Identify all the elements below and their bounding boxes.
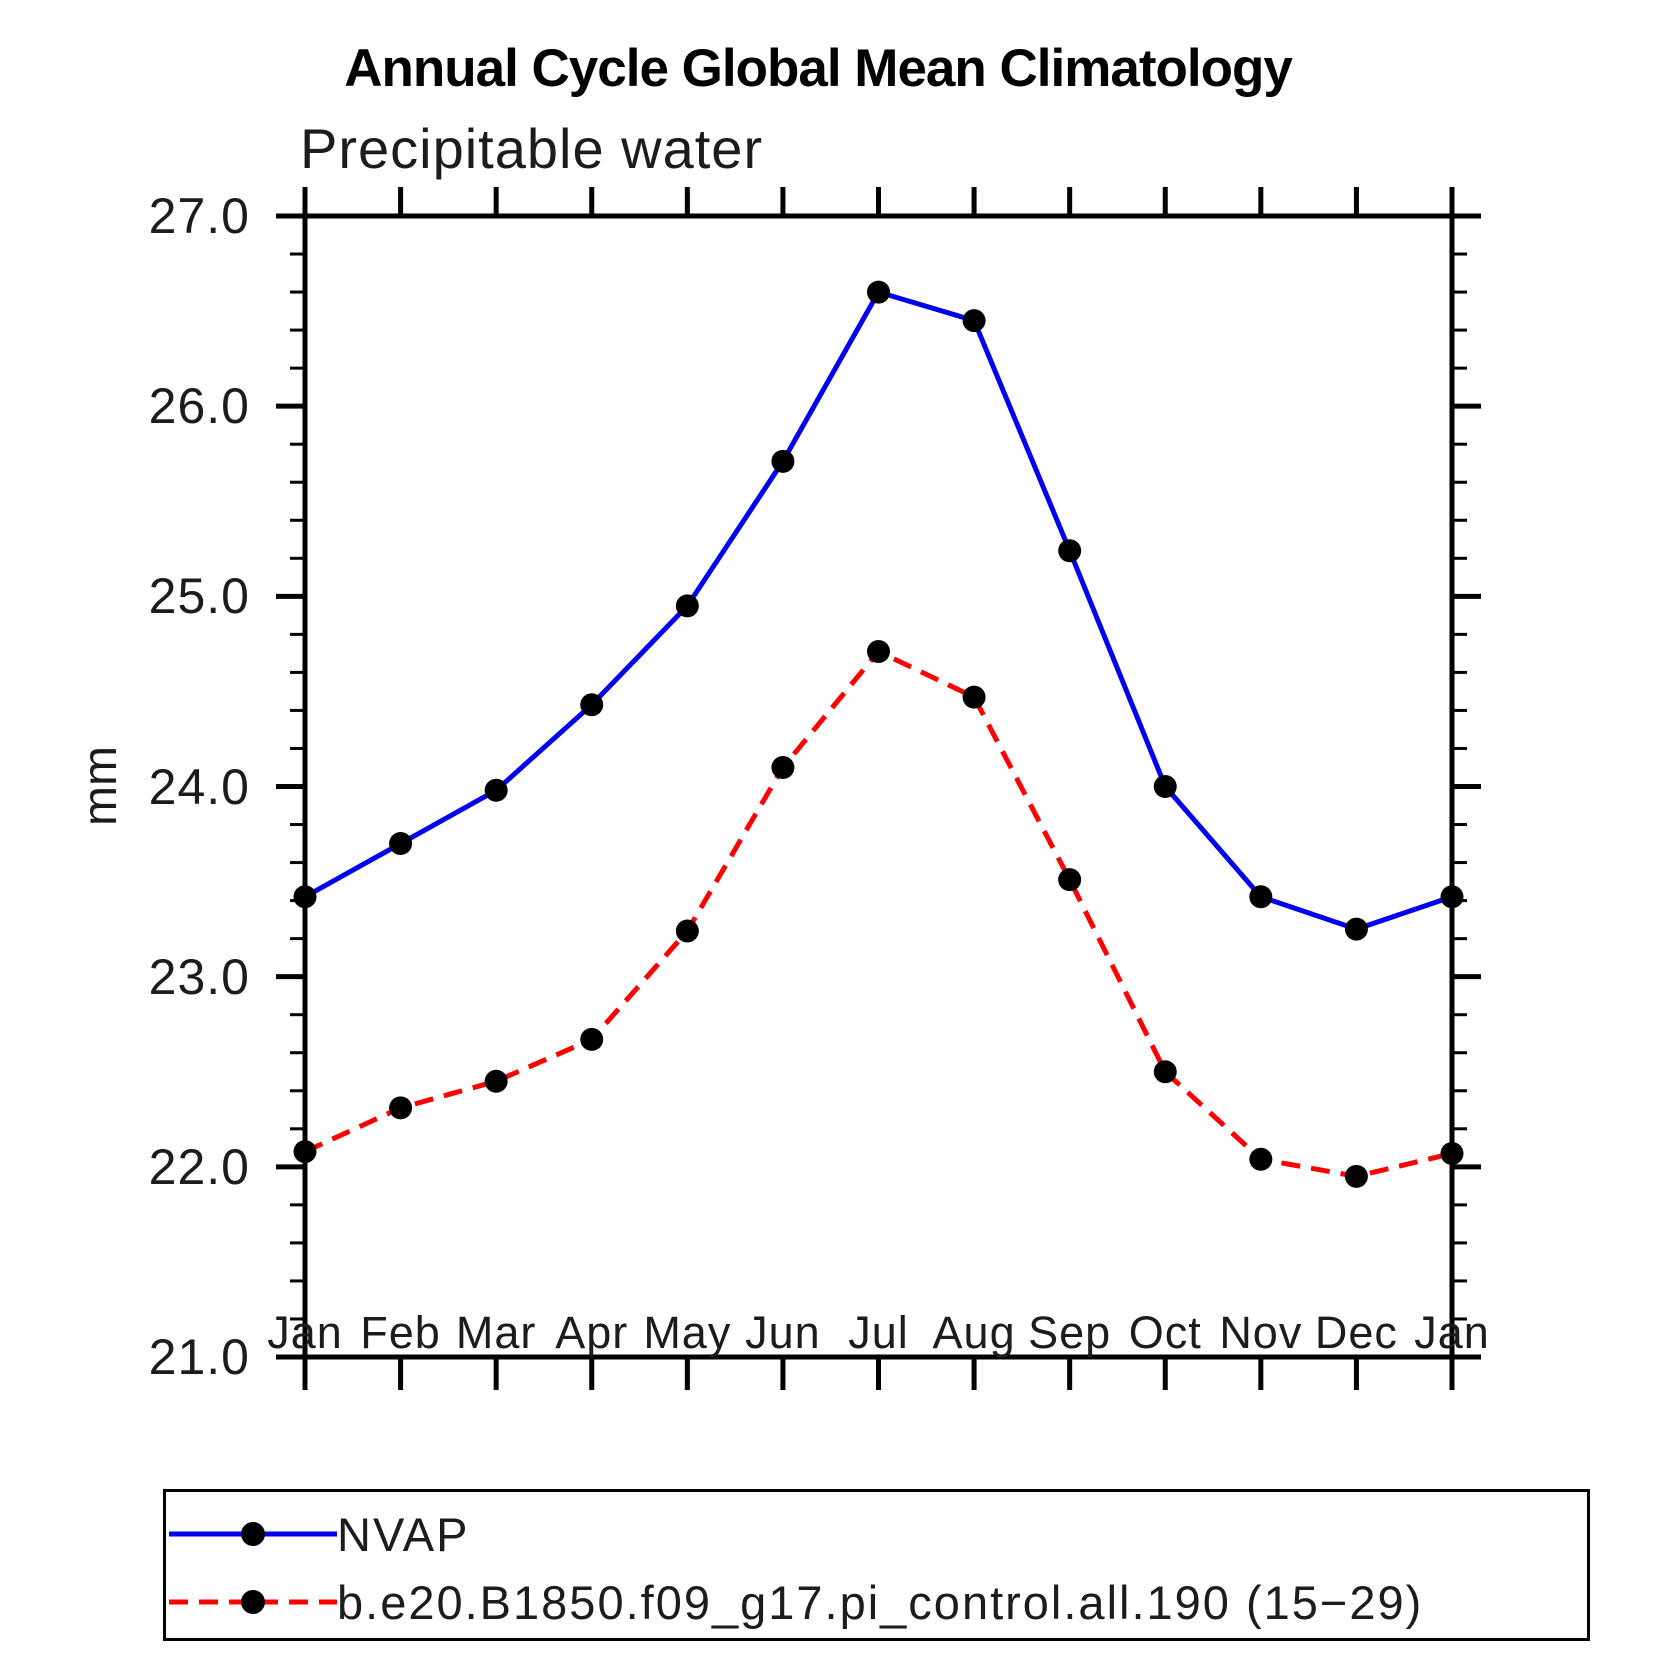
y-tick-label: 26.0: [148, 378, 250, 435]
y-tick-label: 24.0: [148, 758, 250, 815]
data-point-marker: [771, 449, 795, 473]
data-point-marker: [580, 693, 604, 717]
legend-marker: [241, 1590, 265, 1614]
series-line-model: [303, 648, 1453, 1179]
chart-subtitle: Precipitable water: [300, 117, 764, 180]
x-tick-label: Jan: [1414, 1307, 1490, 1358]
legend-label-nvap: NVAP: [337, 1507, 470, 1561]
data-point-marker: [1153, 775, 1177, 798]
x-tick-label: Feb: [360, 1307, 441, 1358]
x-tick-label: Apr: [555, 1307, 629, 1358]
y-tick-label: 27.0: [148, 188, 250, 244]
y-tick-label: 25.0: [148, 568, 250, 625]
data-point-marker: [675, 919, 699, 943]
legend-swatch-nvap-line-icon: [169, 1522, 337, 1546]
data-point-marker: [484, 1069, 508, 1093]
legend-marker: [241, 1522, 265, 1546]
y-tick-label: 21.0: [148, 1329, 250, 1385]
data-point-marker: [1344, 1164, 1368, 1188]
legend-box: NVAP b.e20.B1850.f09_g17.pi_control.all.…: [163, 1489, 1590, 1641]
legend-item-model: b.e20.B1850.f09_g17.pi_control.all.190 (…: [169, 1575, 1424, 1629]
data-point-marker: [293, 885, 317, 909]
data-point-marker: [1249, 885, 1273, 909]
y-tick-label: 23.0: [148, 948, 250, 1005]
data-point-marker: [1153, 1060, 1177, 1084]
x-tick-label: Jul: [848, 1307, 909, 1358]
x-tick-label: Aug: [932, 1307, 1016, 1358]
data-point-marker: [1440, 885, 1464, 909]
data-point-marker: [962, 685, 986, 709]
data-point-marker: [1058, 868, 1082, 892]
data-point-marker: [1058, 539, 1082, 563]
x-tick-label: Jan: [267, 1307, 343, 1358]
data-point-marker: [962, 309, 986, 333]
data-point-marker: [1440, 1142, 1464, 1166]
data-point-marker: [867, 280, 890, 304]
x-tick-label: Oct: [1128, 1307, 1202, 1358]
data-point-marker: [580, 1027, 604, 1051]
x-tick-label: May: [643, 1307, 732, 1358]
x-tick-label: Dec: [1314, 1307, 1398, 1358]
data-point-marker: [1249, 1147, 1273, 1171]
plot-frame: [302, 213, 1455, 1360]
chart-title: Annual Cycle Global Mean Climatology: [344, 39, 1293, 98]
data-point-marker: [484, 778, 508, 802]
series-line-nvap: [303, 289, 1453, 932]
data-point-marker: [389, 1096, 413, 1120]
y-tick-label: 22.0: [148, 1138, 250, 1195]
data-point-marker: [771, 755, 795, 779]
data-point-marker: [389, 832, 413, 856]
data-point-marker: [293, 1140, 317, 1164]
data-point-marker: [867, 639, 890, 663]
x-tick-label: Sep: [1028, 1307, 1112, 1358]
legend-label-model: b.e20.B1850.f09_g17.pi_control.all.190 (…: [337, 1575, 1424, 1629]
x-tick-label: Mar: [455, 1307, 537, 1358]
legend-swatch-model-line-icon: [169, 1590, 337, 1614]
data-point-marker: [1344, 917, 1368, 941]
data-point-marker: [675, 594, 699, 618]
legend-item-nvap: NVAP: [169, 1507, 470, 1561]
x-tick-label: Nov: [1219, 1307, 1303, 1358]
x-tick-label: Jun: [745, 1307, 821, 1358]
